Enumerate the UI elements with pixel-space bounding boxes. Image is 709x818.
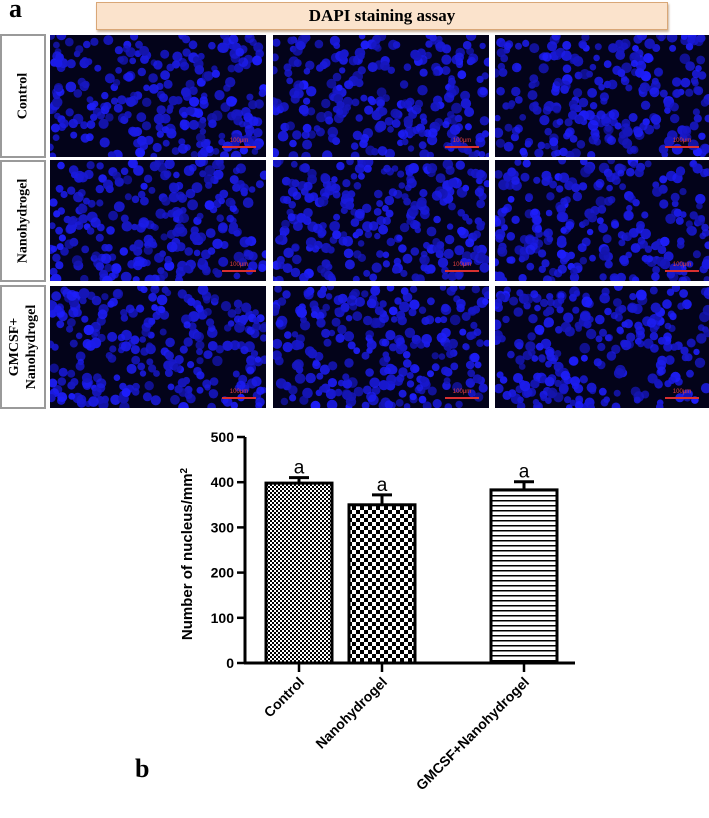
row-label-control: Control — [0, 34, 46, 158]
panel-b-label: b — [135, 754, 150, 783]
panel-a-label: a — [9, 0, 22, 23]
y-tick-label: 400 — [211, 474, 235, 490]
micrograph-gmcsf-nanohydrogel-2: 100μm — [273, 286, 489, 408]
micrograph-gmcsf-nanohydrogel-1: 100μm — [50, 286, 266, 408]
scale-bar: 100μm — [665, 138, 699, 148]
y-tick-label: 100 — [211, 610, 235, 626]
significance-label: a — [519, 462, 530, 483]
micrograph-nanohydrogel-1: 100μm — [50, 160, 266, 281]
scale-bar: 100μm — [222, 138, 256, 148]
micrograph-control-1: 100μm — [50, 35, 266, 157]
scale-bar: 100μm — [445, 389, 479, 399]
y-tick-label: 500 — [211, 429, 235, 445]
micrograph-nanohydrogel-3: 100μm — [495, 160, 709, 281]
significance-label: a — [294, 458, 305, 479]
bar-3 — [489, 488, 559, 665]
bar-chart: 0 100 200 300 400 500 Number of nucleus/mm2 a Co… — [179, 429, 575, 793]
y-tick-label: 200 — [211, 565, 235, 581]
x-tick-label: GMCSF+Nanohydrogel — [413, 674, 532, 793]
micrograph-gmcsf-nanohydrogel-3: 100μm — [495, 286, 709, 408]
micrograph-control-3: 100μm — [495, 35, 709, 157]
significance-label: a — [377, 475, 388, 496]
scale-bar: 100μm — [445, 262, 479, 272]
y-tick-label: 300 — [211, 519, 235, 535]
y-tick-label: 0 — [226, 655, 234, 671]
x-tick-label: Nanohydrogel — [312, 674, 390, 752]
x-tick-label: Control — [261, 674, 308, 721]
scale-bar: 100μm — [665, 389, 699, 399]
row-label-gmcsf-nanohydrogel: GMCSF+ Nanohydrogel — [0, 285, 46, 409]
bar-1 — [264, 481, 334, 665]
scale-bar: 100μm — [665, 262, 699, 272]
header-banner: DAPI staining assay — [96, 2, 668, 30]
micrograph-nanohydrogel-2: 100μm — [273, 160, 489, 281]
micrograph-control-2: 100μm — [273, 35, 489, 157]
row-label-nanohydrogel: Nanohydrogel — [0, 160, 46, 282]
y-axis-label: Number of nucleus/mm2 — [179, 467, 197, 640]
scale-bar: 100μm — [222, 262, 256, 272]
scale-bar: 100μm — [445, 138, 479, 148]
bar-2 — [347, 503, 417, 665]
scale-bar: 100μm — [222, 389, 256, 399]
